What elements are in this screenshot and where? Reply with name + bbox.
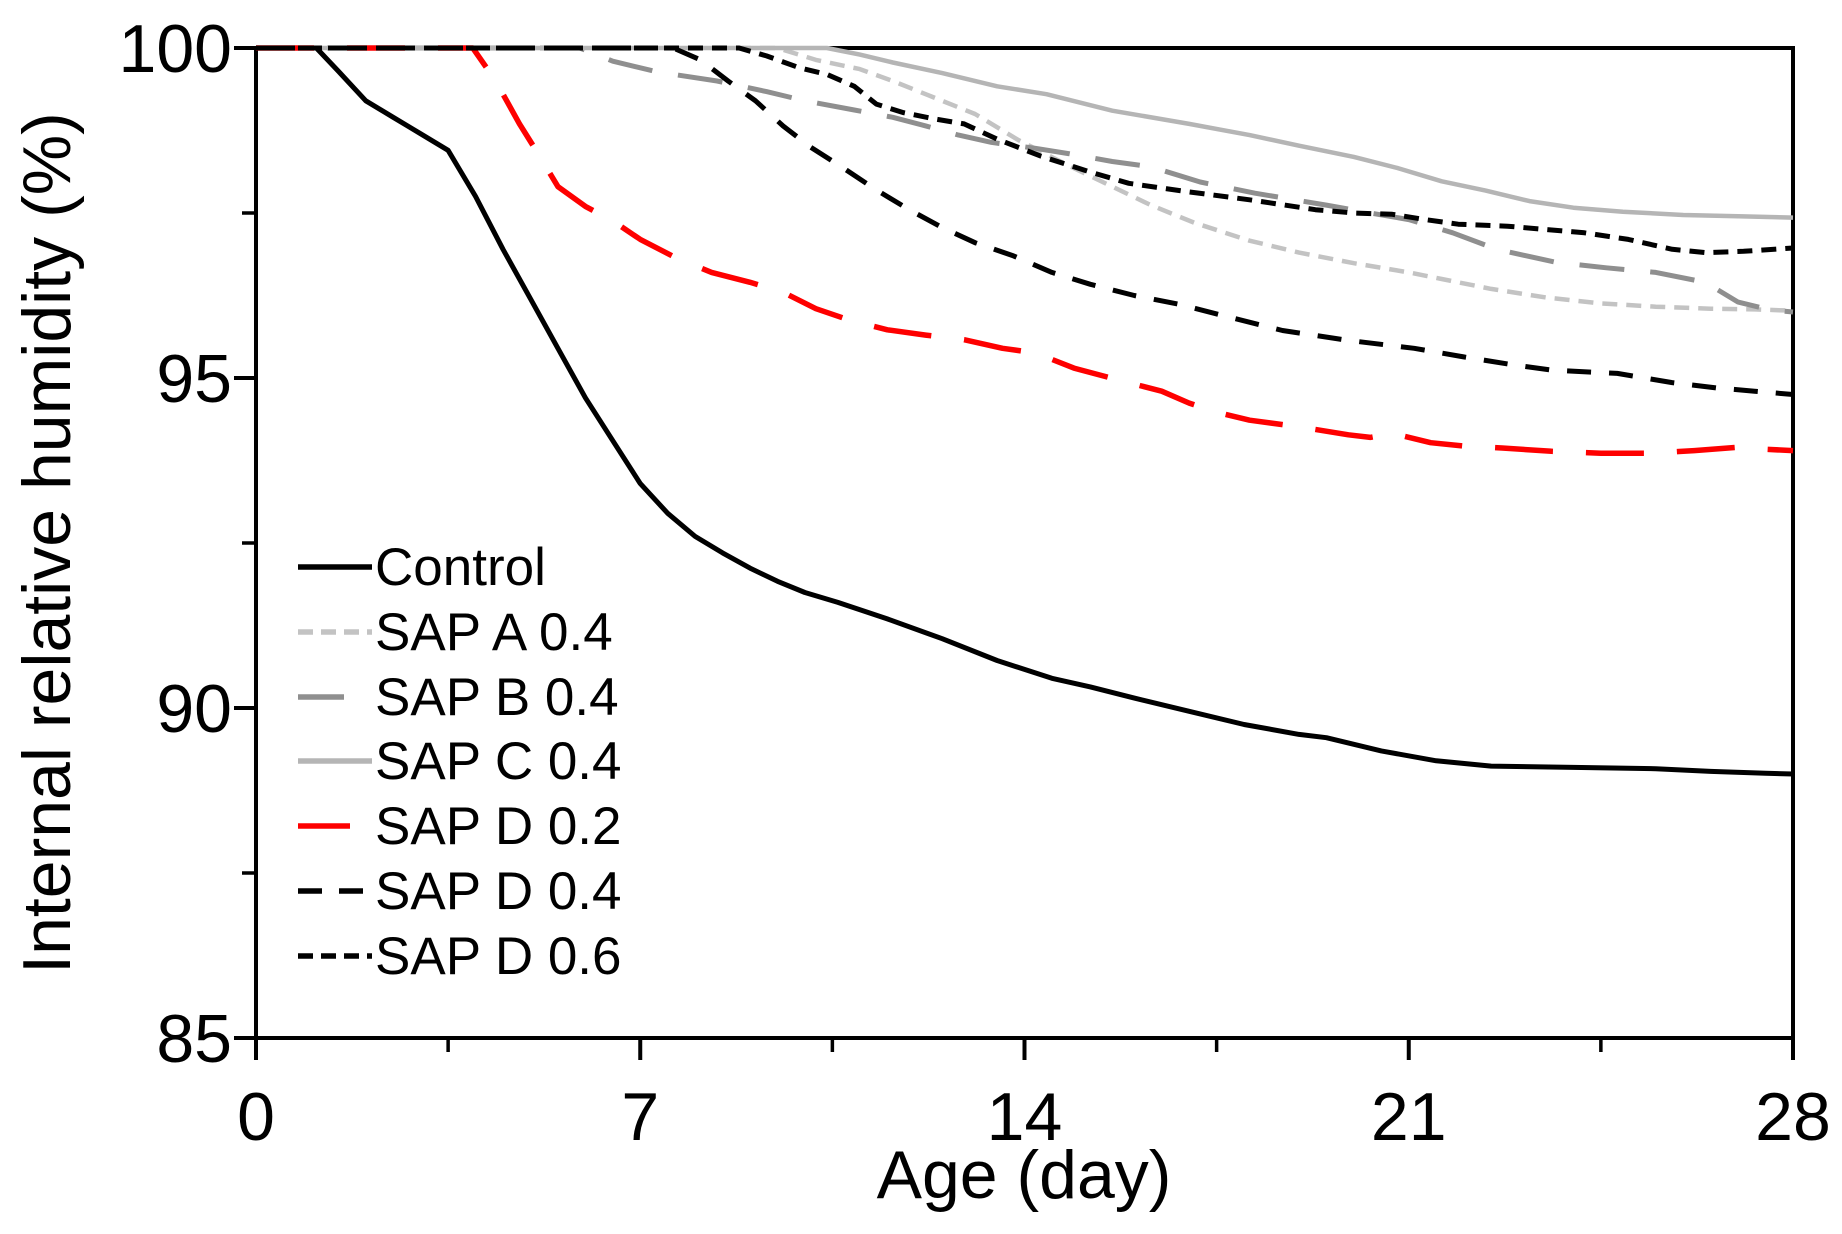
data-series-lines — [256, 45, 1794, 777]
plot-border — [254, 46, 1795, 1040]
x-tick-label: 14 — [987, 1079, 1063, 1155]
series-line-sap-d-0-2 — [256, 45, 1794, 456]
x-tick-label: 7 — [621, 1079, 659, 1155]
y-tick-label: 90 — [156, 671, 232, 747]
x-tick-label: 0 — [237, 1079, 275, 1155]
axis-ticks — [234, 46, 1795, 1060]
y-tick-label: 95 — [156, 341, 232, 417]
y-tick-label: 100 — [119, 11, 232, 87]
x-tick-label: 21 — [1371, 1079, 1447, 1155]
x-tick-label: 28 — [1755, 1079, 1831, 1155]
series-line-sap-d-0-4 — [256, 45, 1794, 397]
series-line-sap-c-0-4 — [256, 45, 1794, 220]
y-tick-label: 85 — [156, 1001, 232, 1077]
axis-tick-labels: 0 7 14 21 28 85 90 95 100 — [119, 11, 1831, 1155]
y-axis-title: Internal relative humidity (%) — [9, 112, 85, 974]
x-axis-title: Age (day) — [877, 1137, 1172, 1213]
series-line-sap-b-0-4 — [256, 45, 1794, 315]
series-line-sap-a-0-4 — [256, 45, 1794, 313]
series-line-sap-d-0-6 — [256, 45, 1794, 256]
series-line-control — [256, 45, 1794, 777]
